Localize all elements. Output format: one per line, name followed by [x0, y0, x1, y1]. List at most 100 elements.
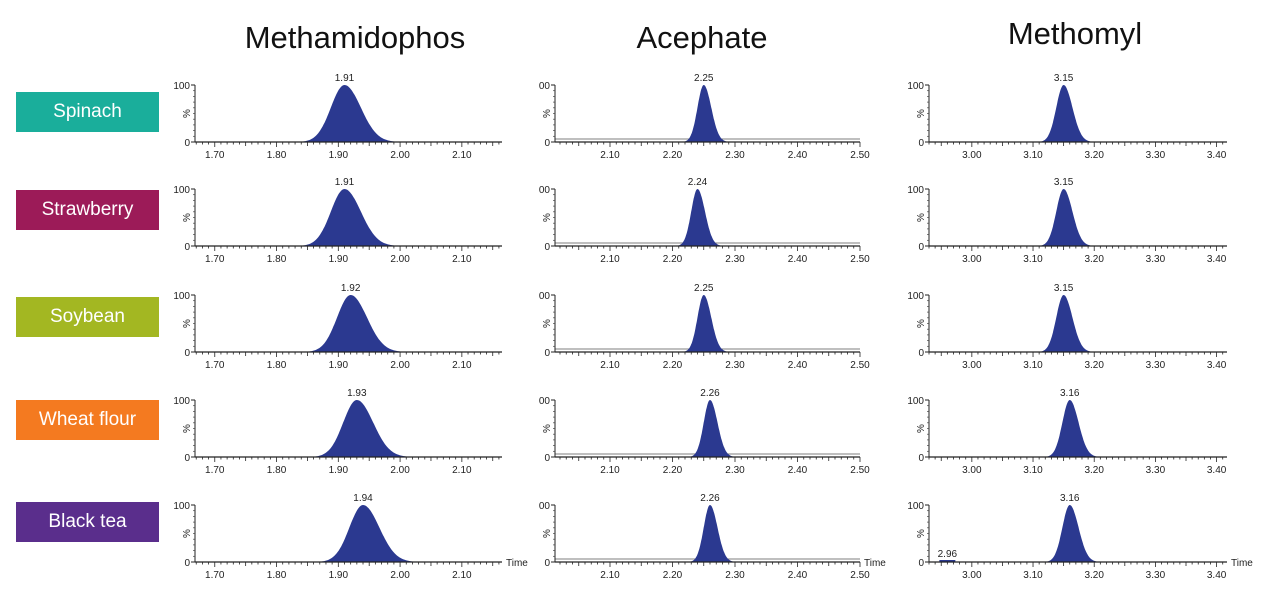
y-tick-label: 0	[918, 242, 924, 253]
x-tick-label: 2.10	[600, 254, 620, 265]
peak-label: 1.94	[353, 493, 373, 504]
chromatogram-panel: 1.93 100 0% 1.70 1.80 1.90 2.00 2.10	[173, 388, 502, 476]
x-tick-label: 2.10	[452, 360, 472, 371]
x-tick-label: 3.00	[962, 150, 982, 161]
x-tick-label: 3.10	[1023, 465, 1043, 476]
x-tick-label: 3.20	[1084, 570, 1104, 581]
y-tick-label: 100	[907, 185, 924, 196]
chromatogram-panel: 3.16 2.96 100 0% 3.00 3.10 3.20 3.30 3.40 Time	[907, 493, 1253, 581]
y-axis-label: %	[182, 109, 193, 118]
x-tick-label: 2.10	[452, 254, 472, 265]
x-tick-label: 2.40	[788, 360, 808, 371]
x-tick-label: 1.70	[205, 360, 225, 371]
x-tick-label: 3.00	[962, 465, 982, 476]
x-tick-label: 2.20	[663, 254, 683, 265]
x-tick-label: 2.50	[850, 360, 870, 371]
y-tick-label: 0	[184, 242, 190, 253]
x-tick-label: 2.10	[600, 570, 620, 581]
x-tick-label: 2.00	[390, 360, 410, 371]
minor-peak	[939, 560, 956, 562]
row-label: Wheat flour	[16, 400, 159, 440]
y-tick-label: 100	[173, 81, 190, 92]
peak	[672, 85, 742, 142]
peak-label: 2.24	[688, 177, 708, 188]
peak-label: 2.26	[700, 493, 720, 504]
x-tick-label: 3.30	[1146, 150, 1166, 161]
x-tick-label: 2.50	[850, 150, 870, 161]
x-tick-label: 3.00	[962, 570, 982, 581]
y-axis-label: %	[542, 213, 553, 222]
y-tick-label: 100	[173, 185, 190, 196]
y-tick-label: 0	[184, 453, 190, 464]
y-axis-label: %	[916, 424, 927, 433]
peak	[678, 400, 748, 457]
y-tick-label: 0	[184, 558, 190, 569]
x-tick-label: 3.00	[962, 254, 982, 265]
x-tick-label: 2.30	[725, 150, 745, 161]
y-axis-label: %	[916, 319, 927, 328]
row-label: Black tea	[16, 502, 159, 542]
y-axis-label: %	[542, 424, 553, 433]
x-tick-label: 1.70	[205, 570, 225, 581]
y-tick-label: 100	[173, 291, 190, 302]
y-tick-label: 0	[918, 138, 924, 149]
x-tick-label: 2.30	[725, 465, 745, 476]
y-tick-label: 00	[539, 185, 551, 196]
x-tick-label: 2.30	[725, 254, 745, 265]
y-tick-label: 0	[544, 558, 550, 569]
x-tick-label: 2.20	[663, 465, 683, 476]
y-tick-label: 0	[544, 348, 550, 359]
peak-label: 3.15	[1054, 283, 1074, 294]
x-tick-label: 1.80	[267, 465, 287, 476]
x-tick-label: 2.00	[390, 570, 410, 581]
x-tick-label: 2.10	[600, 465, 620, 476]
y-axis-label: %	[916, 213, 927, 222]
peak	[276, 189, 427, 246]
y-tick-label: 100	[907, 501, 924, 512]
minor-peak-label: 2.96	[938, 549, 958, 560]
peak	[1026, 295, 1108, 352]
y-axis-label: %	[916, 529, 927, 538]
x-tick-label: 3.10	[1023, 360, 1043, 371]
chromatogram-panel: 1.92 100 0% 1.70 1.80 1.90 2.00 2.10	[173, 283, 502, 371]
peak	[666, 189, 735, 246]
x-tick-label: 2.30	[725, 570, 745, 581]
x-tick-label: 3.30	[1146, 360, 1166, 371]
x-tick-label: 3.20	[1084, 360, 1104, 371]
x-tick-label: 1.90	[329, 254, 349, 265]
x-tick-label: 3.30	[1146, 570, 1166, 581]
x-tick-label: 2.10	[452, 570, 472, 581]
y-tick-label: 0	[544, 453, 550, 464]
x-tick-label: 3.40	[1207, 360, 1227, 371]
y-tick-label: 0	[184, 348, 190, 359]
x-tick-label: 2.50	[850, 570, 870, 581]
peak	[1026, 189, 1108, 246]
x-tick-label: 2.20	[663, 360, 683, 371]
column-title: Methamidophos	[244, 20, 466, 55]
x-tick-label: 1.80	[267, 360, 287, 371]
y-tick-label: 00	[539, 396, 551, 407]
row-label: Soybean	[16, 297, 159, 337]
x-tick-label: 3.40	[1207, 254, 1227, 265]
row-label: Spinach	[16, 92, 159, 132]
x-tick-label: 2.40	[788, 465, 808, 476]
y-axis-label: %	[182, 529, 193, 538]
peak-label: 3.16	[1060, 388, 1080, 399]
y-tick-label: 00	[539, 501, 551, 512]
y-tick-label: 100	[907, 291, 924, 302]
x-tick-label: 1.70	[205, 254, 225, 265]
x-tick-label: 1.70	[205, 150, 225, 161]
y-tick-label: 0	[544, 242, 550, 253]
y-tick-label: 0	[918, 453, 924, 464]
x-tick-label: 1.90	[329, 150, 349, 161]
peak	[1033, 400, 1114, 457]
x-tick-label: 1.80	[267, 254, 287, 265]
y-tick-label: 100	[173, 501, 190, 512]
y-axis-label: %	[182, 213, 193, 222]
peak	[282, 295, 433, 352]
